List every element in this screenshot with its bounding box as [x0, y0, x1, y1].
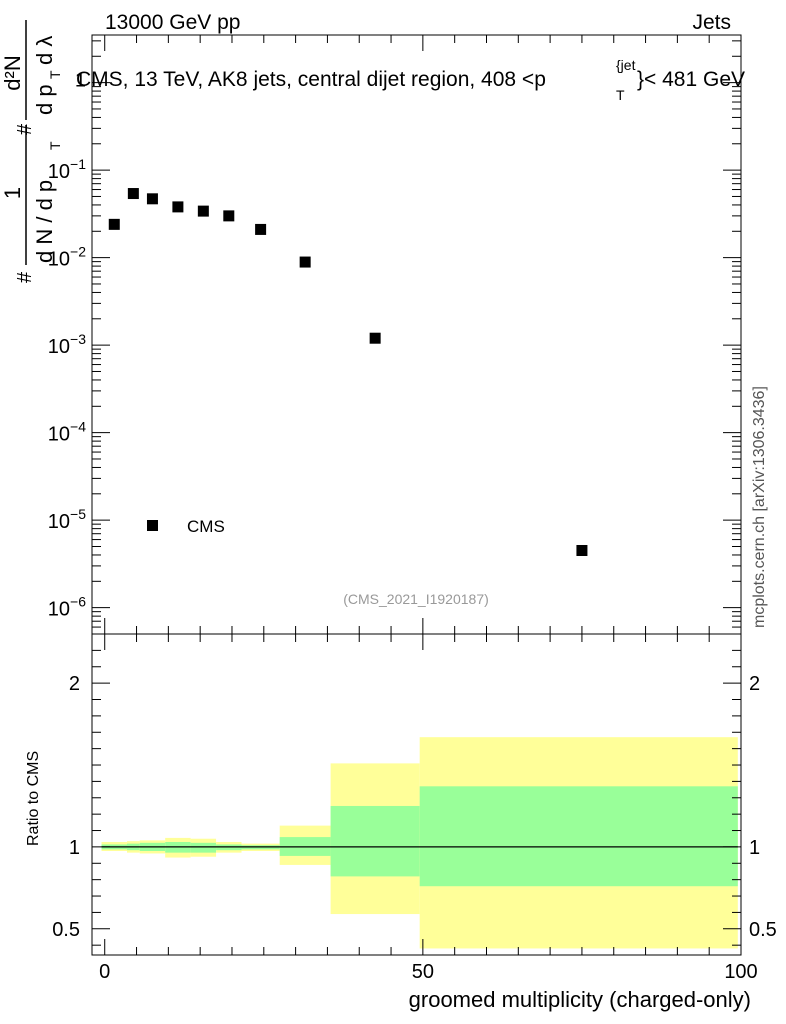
title-prefix: CMS, 13 TeV, AK8 jets, central dijet reg… [76, 68, 546, 91]
data-point [172, 201, 184, 213]
y-tick-label: 1 [75, 70, 86, 92]
main-axes: 10−6 10−5 10−4 10−3 10−2 10−1 1 [48, 34, 742, 635]
ylabel-t-2: T [47, 70, 63, 79]
ratio-y-tick-label: 2 [69, 673, 80, 695]
y-tick-label: 10−6 [48, 594, 86, 621]
band-inner [419, 786, 738, 887]
ratio-y-tick-label: 0.5 [52, 919, 80, 941]
main-points [108, 188, 588, 556]
data-point [223, 210, 235, 222]
side-label: mcplots.cern.ch [arXiv:1306.3436] [751, 386, 768, 628]
category-label: Jets [692, 11, 731, 34]
x-tick-label: 50 [412, 961, 434, 983]
x-tick-label: 0 [99, 961, 110, 983]
ratio-panel: 0.5 0.5 1 1 2 2 0 50 100 Ratio to CMS groomed mu… [25, 633, 777, 1012]
data-point [299, 256, 311, 268]
ratio-y-tick-label: 1 [749, 837, 760, 859]
ratio-ylabel: Ratio to CMS [25, 751, 42, 846]
data-point [576, 544, 588, 556]
data-point [127, 188, 139, 200]
band-inner [190, 842, 217, 853]
main-frame [91, 34, 742, 635]
xlabel: groomed multiplicity (charged-only) [409, 987, 751, 1012]
band-inner [330, 805, 420, 877]
plot-title: CMS, 13 TeV, AK8 jets, central dijet reg… [76, 57, 745, 103]
y-tick-label: 10−3 [48, 331, 86, 358]
ylabel-hash-2: # [14, 123, 36, 135]
main-panel: 10−6 10−5 10−4 10−3 10−2 10−1 1 CMS (CMS_2021_… [0, 20, 745, 635]
data-point [255, 223, 267, 235]
ylabel-dlambda: d λ [32, 36, 57, 65]
title-sub: T [616, 87, 625, 103]
ylabel-num: d²N [0, 55, 25, 90]
data-point [146, 193, 158, 205]
ratio-y-tick-label: 0.5 [749, 919, 777, 941]
energy-label: 13000 GeV pp [105, 11, 240, 34]
ylabel-hash-1: # [14, 271, 36, 283]
analysis-id: (CMS_2021_I1920187) [343, 591, 489, 607]
main-ylabel: # 1 d N / d p T # d²N d p T d λ [0, 20, 63, 283]
ylabel-den-right: d p [32, 84, 57, 115]
y-tick-label: 10−1 [48, 156, 86, 183]
data-point [108, 218, 120, 230]
ylabel-one: 1 [0, 187, 25, 199]
ylabel-den-left: d N / d p [32, 180, 57, 263]
ratio-y-tick-label: 1 [69, 837, 80, 859]
legend-label: CMS [187, 517, 225, 536]
y-tick-label: 10−5 [48, 506, 86, 533]
title-sup: {jet [616, 57, 636, 73]
x-tick-label: 100 [724, 961, 757, 983]
data-point [369, 332, 381, 344]
y-tick-label: 10−4 [48, 419, 86, 446]
data-point [197, 205, 209, 217]
ratio-axes: 0.5 0.5 1 1 2 2 0 50 100 [52, 633, 777, 983]
ratio-y-tick-label: 2 [749, 673, 760, 695]
ratio-bands [101, 737, 738, 949]
ylabel-t-1: T [47, 141, 63, 150]
legend-marker [147, 520, 158, 531]
title-suffix: }< 481 GeV [637, 68, 745, 91]
ratio-frame [91, 633, 742, 956]
y-tick-label: 10−2 [48, 244, 86, 271]
